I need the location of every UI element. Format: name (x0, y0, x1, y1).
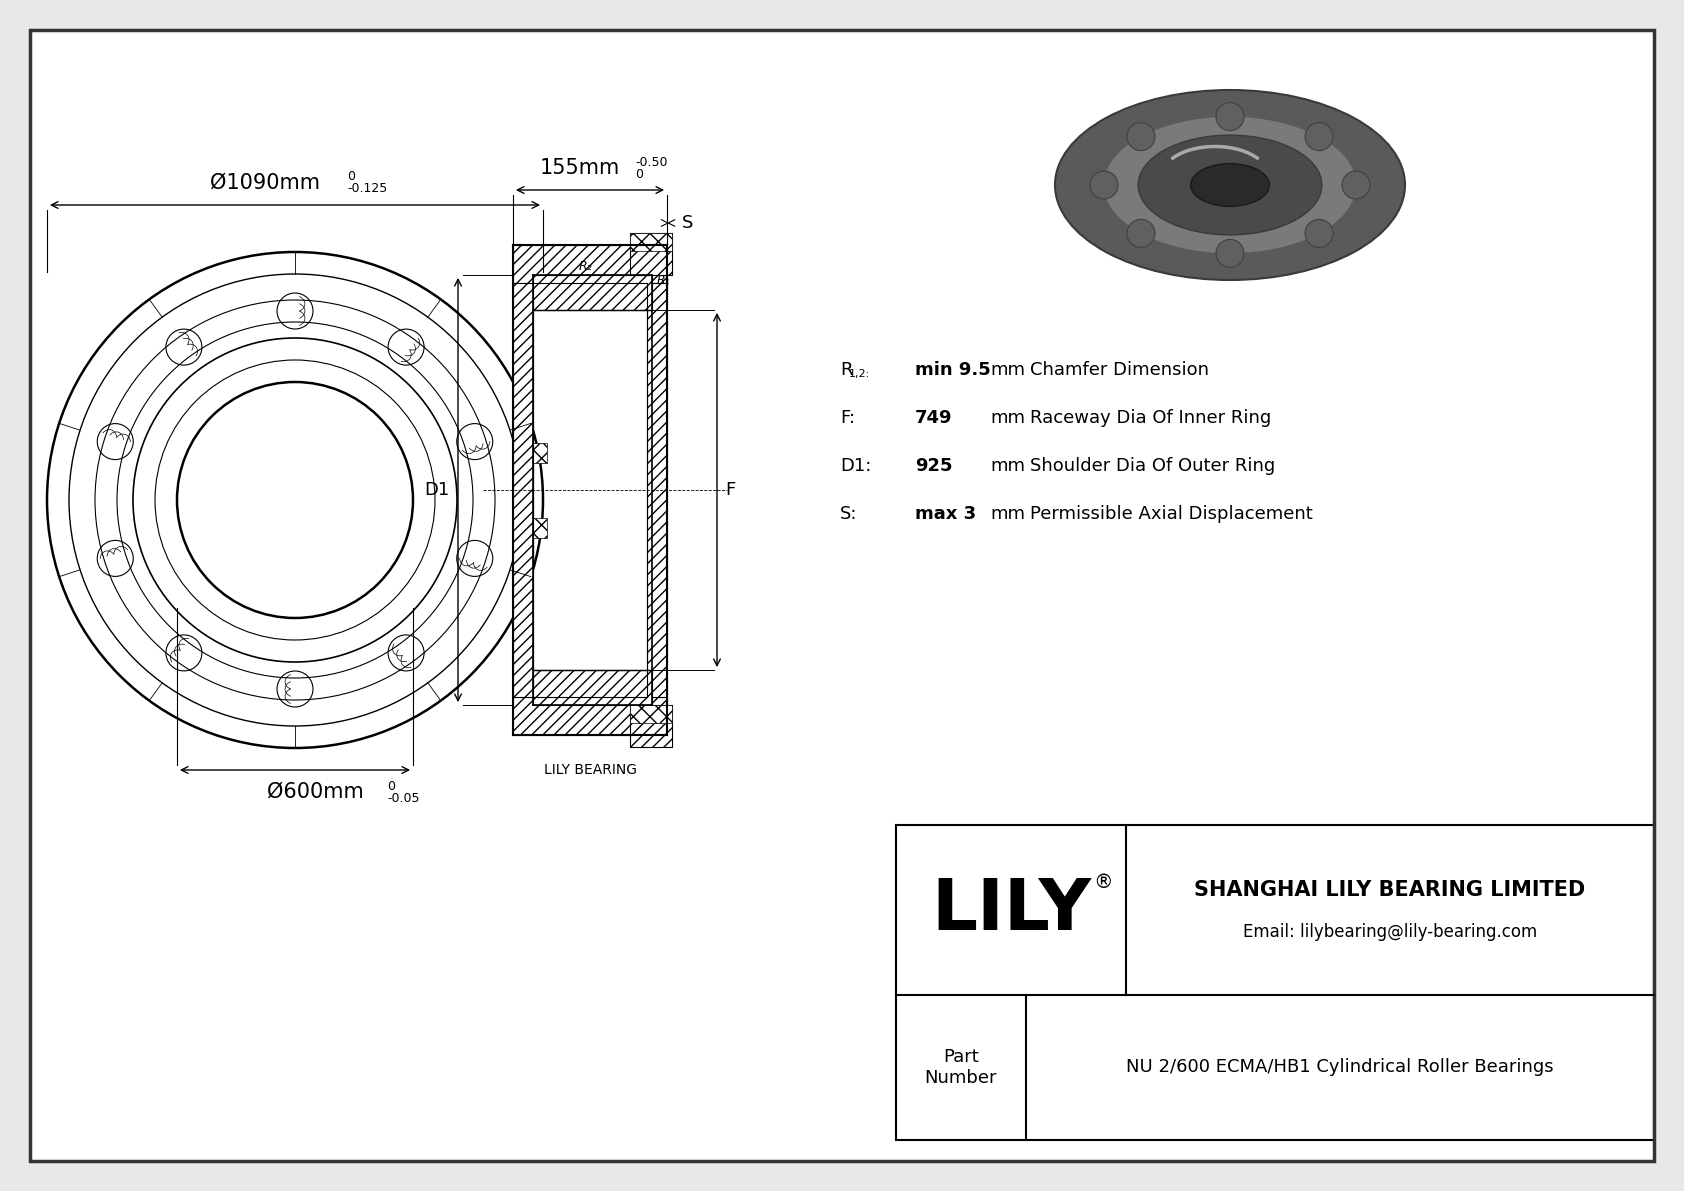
Ellipse shape (1103, 117, 1357, 254)
Text: 1,2:: 1,2: (849, 369, 871, 379)
Text: mm: mm (990, 505, 1026, 523)
Circle shape (1305, 123, 1334, 150)
Ellipse shape (1191, 163, 1270, 206)
Text: mm: mm (990, 409, 1026, 428)
Ellipse shape (1138, 135, 1322, 235)
Text: R₂: R₂ (578, 261, 591, 274)
Circle shape (1090, 172, 1118, 199)
Bar (534, 671, 652, 705)
Circle shape (1127, 123, 1155, 150)
Bar (534, 275, 652, 310)
Text: R₁: R₁ (657, 274, 670, 287)
Bar (514, 283, 534, 697)
Text: -0.50: -0.50 (635, 156, 667, 168)
Text: Chamfer Dimension: Chamfer Dimension (1031, 361, 1209, 379)
Ellipse shape (1054, 91, 1404, 280)
Bar (630, 233, 672, 251)
Text: 925: 925 (914, 457, 953, 475)
Text: Ø600mm: Ø600mm (266, 782, 364, 802)
Text: Part
Number: Part Number (925, 1048, 997, 1087)
Text: NU 2/600 ECMA/HB1 Cylindrical Roller Bearings: NU 2/600 ECMA/HB1 Cylindrical Roller Bea… (1127, 1059, 1554, 1077)
Text: LILY BEARING: LILY BEARING (544, 763, 637, 777)
Text: mm: mm (990, 457, 1026, 475)
Circle shape (1305, 219, 1334, 248)
Bar (534, 443, 547, 462)
Text: 0: 0 (347, 170, 355, 183)
Text: R: R (840, 361, 852, 379)
Text: SHANGHAI LILY BEARING LIMITED: SHANGHAI LILY BEARING LIMITED (1194, 880, 1586, 900)
Bar (534, 518, 547, 537)
Bar (630, 233, 672, 275)
Bar (514, 245, 667, 283)
Circle shape (1342, 172, 1371, 199)
Text: Email: lilybearing@lily-bearing.com: Email: lilybearing@lily-bearing.com (1243, 923, 1537, 941)
Text: 0: 0 (635, 168, 643, 181)
Text: 0: 0 (387, 779, 396, 792)
Text: S:: S: (840, 505, 857, 523)
Text: D1:: D1: (840, 457, 871, 475)
Bar (630, 705, 672, 723)
Text: 749: 749 (914, 409, 953, 428)
Text: -0.05: -0.05 (387, 792, 419, 804)
Circle shape (1216, 102, 1244, 131)
Text: Permissible Axial Displacement: Permissible Axial Displacement (1031, 505, 1314, 523)
Text: LILY: LILY (931, 875, 1091, 944)
Text: Ø1090mm: Ø1090mm (210, 173, 320, 193)
Text: mm: mm (990, 361, 1026, 379)
Text: ®: ® (1093, 873, 1113, 892)
Text: -0.125: -0.125 (347, 182, 387, 195)
Text: Raceway Dia Of Inner Ring: Raceway Dia Of Inner Ring (1031, 409, 1271, 428)
Text: D1: D1 (424, 481, 450, 499)
Bar (896, 825, 1654, 1140)
Circle shape (1127, 219, 1155, 248)
Bar (647, 283, 667, 697)
Bar (514, 697, 667, 735)
Text: 155mm: 155mm (541, 158, 620, 177)
Text: min 9.5: min 9.5 (914, 361, 990, 379)
Bar (630, 705, 672, 747)
Text: S: S (682, 214, 694, 232)
Text: F:: F: (840, 409, 855, 428)
Circle shape (1216, 239, 1244, 268)
Text: max 3: max 3 (914, 505, 977, 523)
Text: Shoulder Dia Of Outer Ring: Shoulder Dia Of Outer Ring (1031, 457, 1275, 475)
Text: F: F (726, 481, 736, 499)
